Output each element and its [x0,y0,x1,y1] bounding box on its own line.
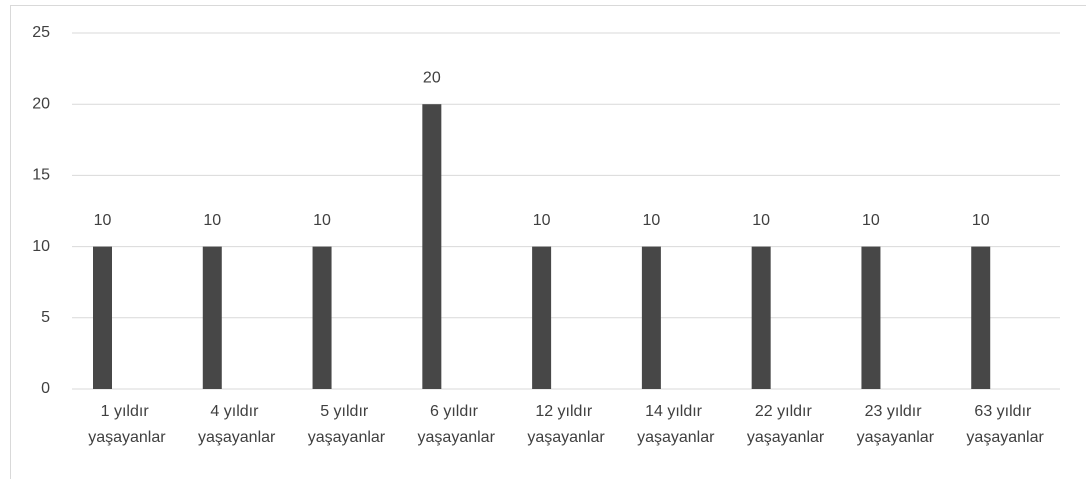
x-tick-label: 12 yıldır yaşayanlar [527,403,605,446]
x-tick-label: 6 yıldır yaşayanlar [418,403,496,446]
x-tick-line: 5 yıldır [320,403,372,420]
x-tick-line: 63 yıldır [974,403,1035,420]
bar [532,246,552,389]
data-label: 10 [862,212,880,229]
x-tick-label: 4 yıldır yaşayanlar [198,403,276,446]
data-label: 10 [642,212,660,229]
data-label: 10 [203,212,221,229]
x-tick-label: 5 yıldır yaşayanlar [308,403,386,446]
x-tick-label: 22 yıldır yaşayanlar [747,403,825,446]
x-tick-line: 12 yıldır [535,403,596,420]
x-tick-line: yaşayanlar [527,429,605,446]
y-tick-label: 15 [32,167,50,184]
x-tick-label: 23 yıldır yaşayanlar [857,403,935,446]
bar [93,246,112,389]
x-tick-line: 6 yıldır [430,403,482,420]
data-label: 20 [423,69,441,86]
data-label: 10 [94,212,112,229]
x-tick-line: yaşayanlar [88,429,166,446]
x-tick-line: yaşayanlar [747,429,825,446]
bar [641,246,661,389]
bar [971,246,991,389]
y-tick-label: 20 [32,95,50,112]
x-tick-label: 1 yıldır yaşayanlar [88,403,166,446]
x-tick-line: yaşayanlar [198,429,276,446]
y-tick-label: 10 [32,238,50,255]
bar [202,246,222,389]
y-tick-label: 0 [41,380,50,397]
x-tick-line: 23 yıldır [865,403,926,420]
data-label: 10 [313,212,331,229]
x-tick-line: 14 yıldır [645,403,706,420]
x-tick-line: yaşayanlar [857,429,935,446]
data-label: 10 [752,212,770,229]
bar [312,246,332,389]
bar [861,246,881,389]
y-tick-label: 25 [32,24,50,41]
y-tick-label: 5 [41,309,50,326]
x-tick-line: 1 yıldır [101,403,153,420]
x-tick-line: yaşayanlar [637,429,715,446]
x-tick-line: yaşayanlar [418,429,496,446]
bar [751,246,771,389]
x-tick-label: 14 yıldır yaşayanlar [637,403,715,446]
x-tick-line: yaşayanlar [966,429,1044,446]
bar [422,104,442,389]
data-label: 10 [972,212,990,229]
x-tick-line: yaşayanlar [308,429,386,446]
x-tick-line: 4 yıldır [210,403,262,420]
x-tick-line: 22 yıldır [755,403,816,420]
x-tick-label: 63 yıldır yaşayanlar [966,403,1044,446]
chart-border [10,5,1086,479]
data-label: 10 [533,212,551,229]
